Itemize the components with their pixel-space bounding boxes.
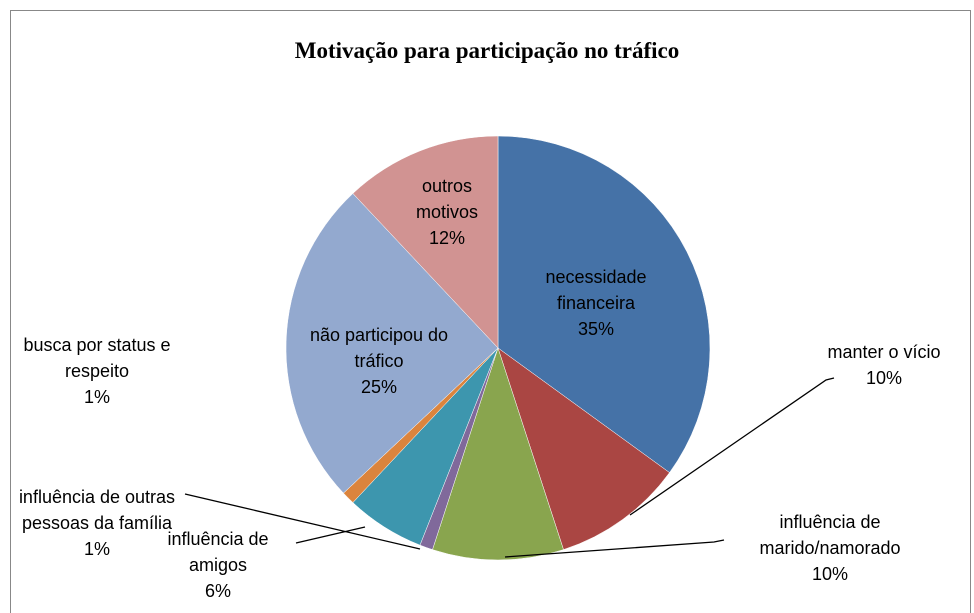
category-label: influência de amigos: [167, 529, 269, 575]
category-label: busca por status e respeito: [23, 335, 171, 381]
leader-line: [184, 493, 421, 550]
data-label: manter o vício 10%: [804, 339, 964, 391]
pie-slice: [352, 135, 499, 349]
category-label: necessidade financeira: [545, 267, 647, 313]
data-label: busca por status e respeito 1%: [2, 332, 192, 410]
data-label: influência de amigos 6%: [143, 526, 293, 604]
pie-slice: [285, 193, 499, 494]
value-label: 1%: [83, 387, 110, 407]
category-label: manter o vício: [827, 342, 941, 362]
value-label: 25%: [360, 377, 398, 397]
value-label: 1%: [83, 539, 110, 559]
data-label: não participou do tráfico 25%: [292, 322, 467, 400]
chart-title: Motivação para participação no tráfico: [294, 38, 680, 63]
category-label: influência de marido/namorado: [759, 512, 901, 558]
data-label: outros motivos 12%: [392, 173, 502, 251]
value-label: 10%: [811, 564, 849, 584]
category-label: influência de outras pessoas da família: [18, 487, 176, 533]
pie-slice: [497, 135, 711, 473]
value-label: 6%: [204, 581, 231, 601]
data-label: influência de marido/namorado 10%: [745, 509, 915, 587]
value-label: 12%: [428, 228, 466, 248]
leader-line: [629, 377, 835, 516]
leader-line: [295, 526, 366, 544]
category-label: outros motivos: [415, 176, 478, 222]
category-label: não participou do tráfico: [309, 325, 449, 371]
value-label: 10%: [865, 368, 903, 388]
data-label: necessidade financeira 35%: [521, 264, 671, 342]
leader-line: [504, 539, 725, 558]
data-label: influência de outras pessoas da família 1…: [10, 484, 185, 562]
chart-frame: [10, 10, 971, 613]
value-label: 35%: [577, 319, 615, 339]
pie-slice: [432, 347, 564, 561]
pie-slice: [497, 347, 670, 550]
